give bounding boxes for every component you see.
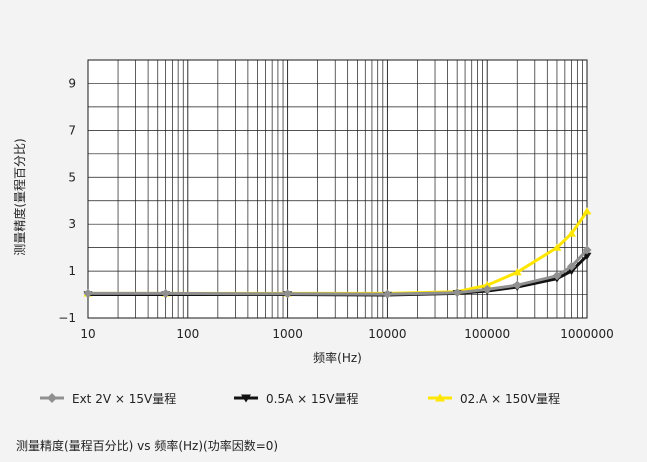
x-tick-label: 1000	[272, 327, 303, 341]
y-tick-label: −1	[58, 311, 76, 325]
data-point	[512, 268, 522, 276]
data-point	[452, 288, 462, 298]
data-point	[482, 281, 492, 289]
data-point	[567, 261, 577, 271]
legend-swatch-marker	[435, 393, 445, 402]
line-chart: −1 1 3 5 7 9 10 100 1000 10000 100000 1000000 频率(Hz)…	[12, 59, 614, 406]
data-point	[482, 284, 492, 294]
legend-label: 0.5A × 15V量程	[266, 391, 358, 406]
legend-swatch-marker	[47, 393, 57, 403]
legend-label: Ext 2V × 15V量程	[72, 391, 176, 406]
data-point	[512, 280, 522, 290]
x-tick-label: 10	[80, 327, 95, 341]
legend-swatch-marker	[241, 394, 251, 403]
x-tick-label: 100000	[464, 327, 510, 341]
legend-label: 02.A × 150V量程	[460, 391, 560, 406]
data-point	[582, 207, 592, 215]
data-point	[83, 288, 93, 298]
x-tick-label: 1000000	[560, 327, 613, 341]
y-tick-label: 9	[68, 76, 76, 90]
plot-frame	[87, 59, 588, 319]
y-tick-label: 3	[68, 217, 76, 231]
y-tick-label: 7	[68, 123, 76, 137]
data-point	[567, 267, 577, 276]
y-axis-title: 测量精度(量程百分比)	[12, 138, 27, 255]
chart-caption: 测量精度(量程百分比) vs 频率(Hz)(功率因数=0)	[16, 439, 279, 453]
data-point	[582, 245, 592, 255]
data-point	[567, 229, 577, 237]
series-line	[88, 248, 589, 296]
plot-area	[88, 60, 587, 318]
data-point	[382, 289, 392, 299]
data-point	[552, 271, 562, 281]
y-tick-label: 1	[68, 264, 76, 278]
data-point	[161, 288, 171, 298]
data-point	[283, 289, 293, 299]
y-tick-label: 5	[68, 170, 76, 184]
x-tick-label: 10000	[368, 327, 406, 341]
x-axis-title: 频率(Hz)	[313, 350, 362, 365]
data-point	[552, 243, 562, 251]
x-tick-label: 100	[176, 327, 199, 341]
